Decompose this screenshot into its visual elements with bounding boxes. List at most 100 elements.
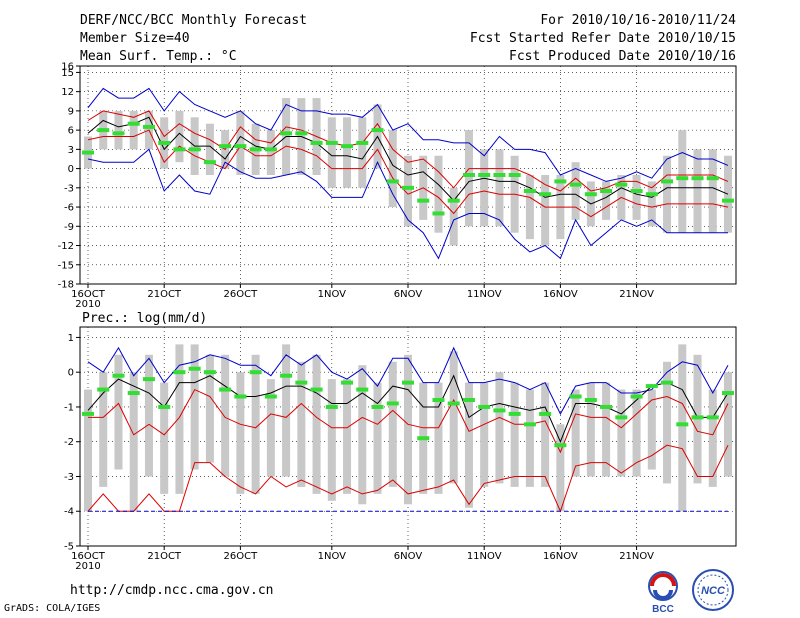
prec-spread-bar bbox=[632, 389, 641, 477]
temp-observed-marker bbox=[219, 144, 232, 149]
prec-y-tick-label: -2 bbox=[64, 437, 74, 448]
temp-spread-bar bbox=[114, 110, 123, 150]
prec-observed-marker bbox=[188, 366, 201, 371]
prec-spread-bar bbox=[449, 351, 458, 484]
temp-observed-marker bbox=[508, 173, 521, 177]
temp-x-tick-label: 26OCT bbox=[224, 289, 259, 300]
temp-observed-marker bbox=[341, 144, 354, 149]
temp-spread-bar bbox=[541, 175, 550, 246]
prec-observed-marker bbox=[219, 387, 232, 392]
prec-observed-marker bbox=[325, 404, 338, 409]
prec-observed-marker bbox=[569, 394, 582, 399]
forecast-started-date: Fcst Started Refer Date 2010/10/15 bbox=[469, 31, 736, 46]
prec-observed-marker bbox=[112, 373, 125, 378]
temp-spread-bar bbox=[647, 181, 656, 227]
temp-spread-bar bbox=[205, 123, 214, 175]
prec-observed-marker bbox=[158, 404, 171, 409]
prec-observed-marker bbox=[402, 380, 414, 385]
member-size-label: Member Size=40 bbox=[80, 31, 190, 46]
prec-spread-bar bbox=[343, 379, 352, 494]
temp-observed-marker bbox=[188, 147, 201, 152]
prec-observed-marker bbox=[97, 387, 110, 392]
prec-observed-marker bbox=[493, 408, 506, 413]
temp-observed-marker bbox=[630, 189, 643, 194]
prec-observed-marker bbox=[234, 394, 247, 399]
prec-observed-marker bbox=[203, 370, 216, 375]
temp-observed-marker bbox=[645, 192, 658, 197]
temp-spread-bar bbox=[693, 149, 702, 233]
prec-y-tick-label: -3 bbox=[64, 472, 74, 483]
temp-observed-marker bbox=[691, 176, 704, 181]
temp-spread-bar bbox=[236, 110, 245, 175]
ncc-logo-text: NCC bbox=[701, 585, 726, 597]
prec-spread-bar bbox=[464, 382, 473, 508]
prec-observed-marker bbox=[173, 370, 186, 375]
temp-y-tick-label: 9 bbox=[68, 106, 74, 117]
prec-observed-marker bbox=[310, 387, 323, 392]
temp-y-tick-label: -3 bbox=[64, 183, 74, 194]
temp-observed-marker bbox=[264, 147, 277, 152]
temp-observed-marker bbox=[661, 179, 674, 184]
temp-x-tick-label: 16NOV bbox=[543, 289, 578, 300]
prec-y-tick-label: -5 bbox=[64, 542, 74, 553]
temp-spread-bar bbox=[632, 175, 641, 220]
temp-observed-marker bbox=[432, 211, 445, 216]
prec-line-p_low bbox=[87, 444, 729, 513]
temp-y-tick-label: 0 bbox=[68, 164, 74, 175]
prec-observed-marker bbox=[584, 398, 597, 402]
prec-y-tick-label: -4 bbox=[64, 507, 74, 518]
prec-spread-bar bbox=[678, 344, 687, 512]
prec-observed-marker bbox=[539, 411, 552, 416]
precip-panel-title: Prec.: log(mm/d) bbox=[82, 311, 207, 326]
prec-spread-bar bbox=[236, 372, 245, 494]
prec-observed-marker bbox=[661, 380, 674, 385]
temp-y-tick-label: -12 bbox=[58, 241, 74, 252]
prec-observed-marker bbox=[508, 411, 521, 416]
prec-spread-bar bbox=[358, 365, 367, 505]
temp-spread-bar bbox=[266, 130, 275, 175]
prec-x-tick-label: 16OCT bbox=[71, 551, 106, 562]
prec-y-tick-label: 1 bbox=[68, 333, 74, 344]
bcc-logo-text: BCC bbox=[652, 604, 674, 614]
temp-observed-marker bbox=[600, 189, 613, 194]
temp-observed-marker bbox=[676, 176, 689, 181]
temp-x-tick-label: 21NOV bbox=[619, 289, 654, 300]
temp-y-tick-label: -9 bbox=[64, 222, 74, 233]
temp-x-tick-label: 21OCT bbox=[147, 289, 182, 300]
temp-x-tick-label: 6NOV bbox=[394, 289, 423, 300]
temp-observed-marker bbox=[371, 128, 384, 133]
temp-x-tick-label: 1NOV bbox=[318, 289, 347, 300]
prec-spread-bar bbox=[617, 389, 626, 477]
temp-y-tick-label: 15 bbox=[61, 68, 74, 79]
temp-x-year-label: 2010 bbox=[75, 299, 100, 310]
temp-observed-marker bbox=[142, 124, 155, 129]
prec-spread-bar bbox=[556, 424, 565, 512]
prec-observed-marker bbox=[249, 370, 262, 375]
temp-observed-marker bbox=[402, 185, 414, 190]
temp-observed-marker bbox=[722, 198, 734, 203]
temp-observed-marker bbox=[158, 140, 171, 145]
variable-label: Mean Surf. Temp.: °C bbox=[80, 49, 237, 64]
forecast-produced-date: Fcst Produced Date 2010/10/16 bbox=[509, 49, 736, 64]
temp-y-tick-label: -15 bbox=[58, 260, 74, 271]
temp-line-mean bbox=[87, 116, 729, 205]
source-url[interactable]: http://cmdp.ncc.cma.gov.cn bbox=[70, 583, 274, 598]
forecast-period: For 2010/10/16-2010/11/24 bbox=[540, 13, 736, 28]
bcc-logo: BCC bbox=[648, 571, 678, 614]
temp-observed-marker bbox=[295, 131, 308, 136]
prec-line-mean bbox=[87, 374, 729, 443]
temp-observed-marker bbox=[523, 189, 536, 194]
temp-observed-marker bbox=[462, 173, 475, 177]
temp-observed-marker bbox=[706, 176, 719, 181]
prec-observed-marker bbox=[462, 398, 475, 402]
temp-y-tick-label: 6 bbox=[68, 126, 74, 137]
temp-x-tick-label: 16OCT bbox=[71, 289, 106, 300]
prec-spread-bar bbox=[297, 361, 306, 487]
prec-spread-bar bbox=[251, 354, 260, 494]
prec-observed-marker bbox=[295, 380, 308, 385]
temp-observed-marker bbox=[249, 147, 262, 152]
temp-observed-marker bbox=[234, 144, 247, 149]
prec-spread-bar bbox=[312, 354, 321, 494]
temp-observed-marker bbox=[127, 121, 140, 126]
